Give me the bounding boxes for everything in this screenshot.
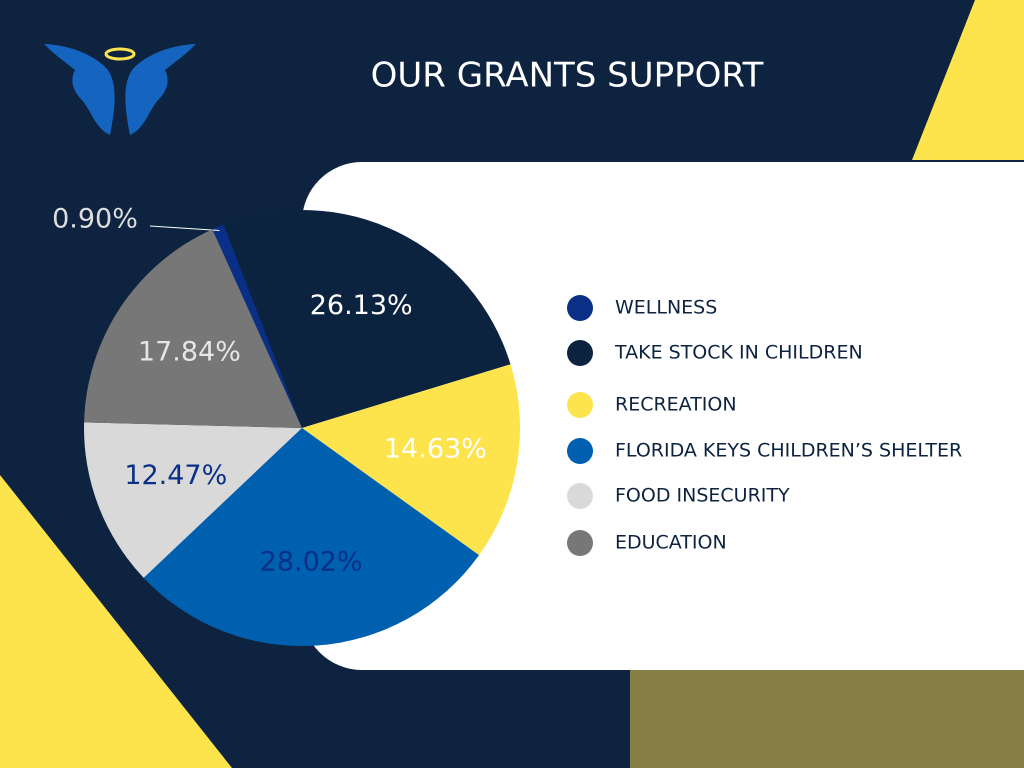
legend-label: TAKE STOCK IN CHILDREN	[614, 342, 863, 364]
chart-title: OUR GRANTS SUPPORT	[371, 56, 764, 96]
legend-swatch	[567, 483, 593, 509]
pie-slice	[84, 422, 302, 578]
corner-triangle	[0, 475, 232, 768]
pie: 0.90% 26.13% 14.63% 28.02% 12.47% 17.84%	[52, 204, 520, 646]
legend-label: WELLNESS	[615, 297, 717, 319]
legend-label: EDUCATION	[615, 532, 727, 554]
legend-swatch	[567, 438, 593, 464]
pie-slice	[302, 364, 520, 556]
legend: WELLNESS TAKE STOCK IN CHILDREN RECREATION…	[567, 295, 962, 556]
data-label: 28.02%	[260, 546, 363, 577]
data-label: 12.47%	[124, 460, 227, 491]
legend-swatch	[567, 392, 593, 418]
logo	[44, 44, 196, 135]
legend-label: FLORIDA KEYS CHILDREN’S SHELTER	[615, 440, 962, 462]
legend-swatch	[567, 530, 593, 556]
legend-swatch	[567, 295, 593, 321]
legend-swatch	[567, 340, 593, 366]
pie-slice	[212, 224, 302, 428]
corner-block	[630, 668, 1024, 768]
pie-slice	[223, 210, 511, 428]
corner-triangle	[912, 0, 1024, 160]
data-label: 17.84%	[138, 337, 241, 368]
data-label: 14.63%	[384, 433, 487, 464]
data-label: 26.13%	[310, 290, 413, 321]
pie-slice	[84, 229, 302, 428]
data-label: 0.90%	[52, 204, 138, 235]
legend-label: FOOD INSECURITY	[615, 485, 790, 507]
legend-label: RECREATION	[615, 394, 737, 416]
pie-slice	[143, 428, 480, 646]
label-leader	[149, 225, 220, 232]
